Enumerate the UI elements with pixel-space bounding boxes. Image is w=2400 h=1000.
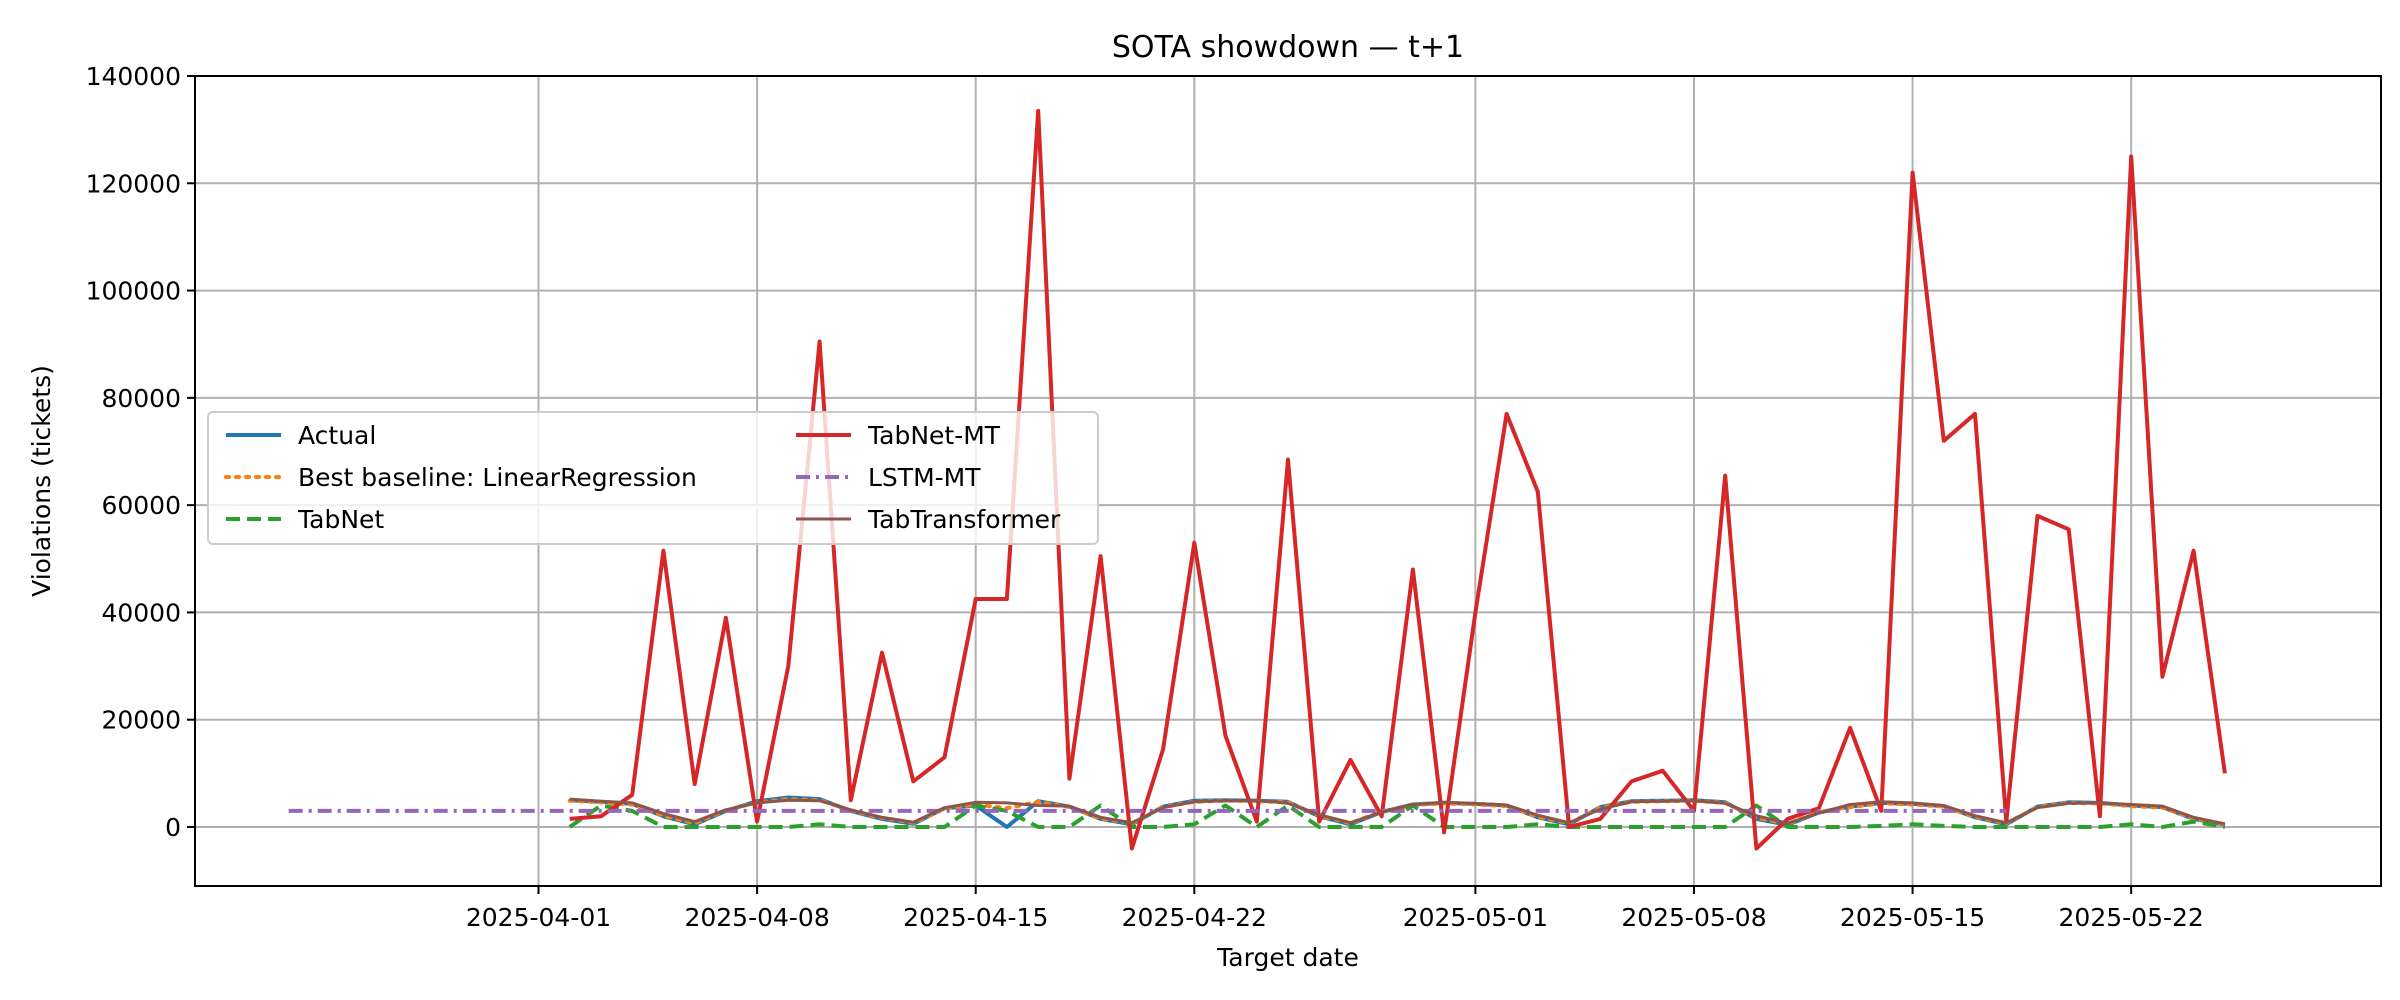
legend-label-actual: Actual [298,421,376,450]
x-tick-label: 2025-05-22 [2059,903,2204,932]
y-tick-label: 120000 [86,169,181,198]
chart-title: SOTA showdown — t+1 [1112,30,1464,65]
y-tick-label: 60000 [101,491,181,520]
series-line-tabnet-mt [569,108,2227,851]
legend-label-tabnet-mt: TabNet-MT [867,421,1001,450]
x-tick-label: 2025-04-08 [684,903,829,932]
x-tick-label: 2025-05-15 [1840,903,1985,932]
x-tick-label: 2025-04-01 [466,903,611,932]
y-tick-label: 140000 [86,62,181,91]
legend: Actual Best baseline: LinearRegression Tab… [207,411,1099,545]
y-tick-label: 0 [165,813,181,842]
y-tick-label: 100000 [86,277,181,306]
y-axis-ticks: 0 20000 40000 60000 80000 100000 120000 140000 [86,62,195,842]
x-tick-label: 2025-04-15 [903,903,1048,932]
y-tick-label: 20000 [101,706,181,735]
series-line-tabtransformer [569,797,2226,826]
x-axis-label: Target date [1216,943,1359,972]
x-tick-label: 2025-05-08 [1621,903,1766,932]
x-tick-label: 2025-05-01 [1403,903,1548,932]
y-tick-label: 40000 [101,598,181,627]
series-line-tabnet [568,803,2226,829]
y-axis-label: Violations (tickets) [27,365,56,597]
legend-label-tabnet: TabNet [297,505,384,534]
legend-label-best-baseline-linearregression: Best baseline: LinearRegression [298,463,697,492]
legend-box [207,411,1099,545]
x-axis-ticks: 2025-04-01 2025-04-08 2025-04-15 2025-04-22… [466,886,2204,932]
y-tick-label: 80000 [101,384,181,413]
plot-lines [288,108,2227,851]
x-tick-label: 2025-04-22 [1122,903,1267,932]
plot-frame [194,75,2382,887]
legend-label-lstm-mt: LSTM-MT [868,463,981,492]
legend-label-tabtransformer: TabTransformer [867,505,1061,534]
